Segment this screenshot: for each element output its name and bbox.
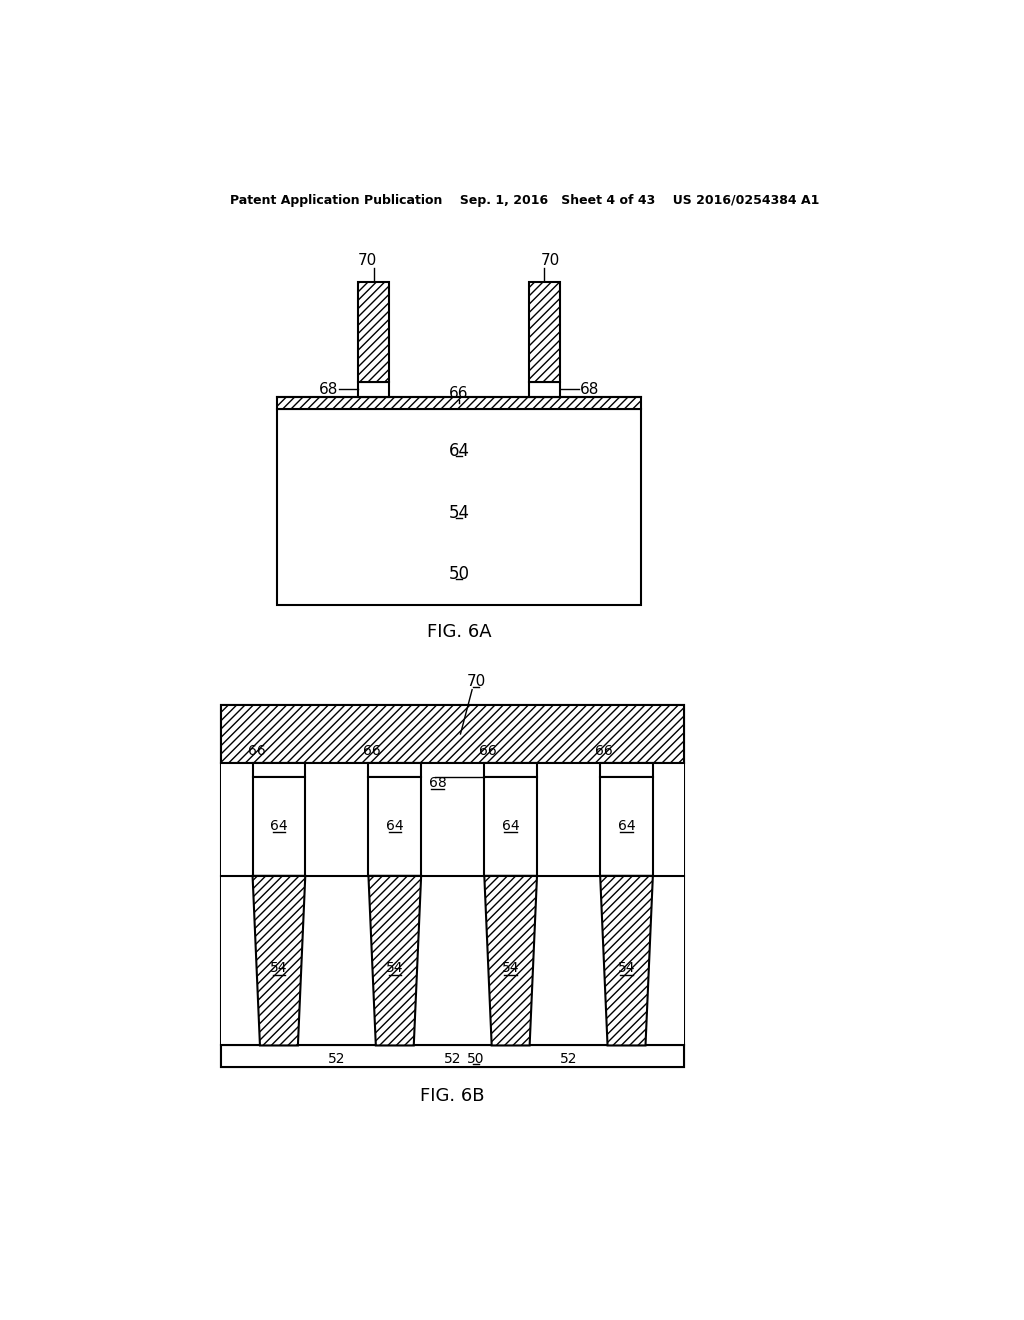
Bar <box>369 776 421 876</box>
Text: 50: 50 <box>449 565 469 583</box>
Text: 64: 64 <box>386 820 403 833</box>
Text: 70: 70 <box>357 252 377 268</box>
Text: 70: 70 <box>466 675 485 689</box>
Text: 68: 68 <box>319 381 338 397</box>
Bar <box>528 381 560 397</box>
Bar <box>528 281 560 381</box>
Text: 70: 70 <box>541 252 560 268</box>
Bar <box>358 381 389 397</box>
Text: 64: 64 <box>449 442 469 459</box>
Bar <box>221 876 684 1045</box>
Text: 68: 68 <box>580 381 599 397</box>
Bar <box>221 705 684 763</box>
Text: Patent Application Publication    Sep. 1, 2016   Sheet 4 of 43    US 2016/025438: Patent Application Publication Sep. 1, 2… <box>230 194 819 207</box>
Text: FIG. 6B: FIG. 6B <box>421 1088 485 1105</box>
Text: 54: 54 <box>270 961 288 975</box>
Text: 54: 54 <box>386 961 403 975</box>
Bar <box>276 409 641 605</box>
Bar <box>221 763 684 876</box>
Text: 66: 66 <box>450 385 469 401</box>
Bar <box>358 281 389 381</box>
Text: 64: 64 <box>502 820 519 833</box>
Text: 52: 52 <box>444 1052 462 1067</box>
Bar <box>221 763 684 1045</box>
Bar <box>253 776 305 876</box>
Text: 54: 54 <box>617 961 635 975</box>
Bar <box>484 776 537 876</box>
Text: 66: 66 <box>248 744 265 758</box>
Bar <box>221 1045 684 1067</box>
Bar <box>484 763 537 776</box>
Polygon shape <box>253 876 305 1045</box>
Text: 66: 66 <box>479 744 497 758</box>
Text: 64: 64 <box>270 820 288 833</box>
Bar <box>369 763 421 776</box>
Text: 68: 68 <box>428 776 446 789</box>
Bar <box>276 397 641 409</box>
Text: 54: 54 <box>449 504 469 521</box>
Text: 64: 64 <box>617 820 635 833</box>
Text: 66: 66 <box>364 744 381 758</box>
Text: FIG. 6A: FIG. 6A <box>427 623 492 642</box>
Text: 52: 52 <box>560 1052 578 1067</box>
Text: 54: 54 <box>502 961 519 975</box>
Text: 66: 66 <box>595 744 613 758</box>
Bar <box>253 763 305 776</box>
Text: 50: 50 <box>467 1052 484 1067</box>
Polygon shape <box>484 876 537 1045</box>
Polygon shape <box>600 876 653 1045</box>
Bar <box>600 763 653 776</box>
Bar <box>221 705 684 1067</box>
Polygon shape <box>369 876 421 1045</box>
Bar <box>600 776 653 876</box>
Text: 52: 52 <box>328 1052 346 1067</box>
